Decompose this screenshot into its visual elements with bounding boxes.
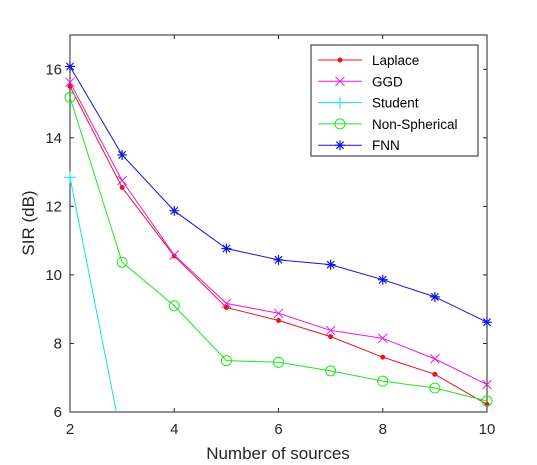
legend: Laplace GGD Student Non-Spherical FNN <box>311 45 478 156</box>
legend-label: Student <box>372 96 419 111</box>
data-point <box>224 305 228 309</box>
y-tick-label: 16 <box>45 61 62 78</box>
x-tick-label: 6 <box>274 421 282 438</box>
legend-label: Non-Spherical <box>372 117 458 132</box>
legend-marker <box>338 58 342 62</box>
x-tick-label: 10 <box>479 421 496 438</box>
legend-label: FNN <box>372 138 400 153</box>
data-point <box>378 275 388 285</box>
data-point <box>430 292 440 302</box>
data-point <box>482 317 492 327</box>
y-axis-label: SIR (dB) <box>19 190 38 255</box>
data-point <box>433 372 437 376</box>
data-point <box>274 255 284 265</box>
y-tick-label: 8 <box>54 335 62 352</box>
y-tick-label: 6 <box>54 404 62 421</box>
data-point <box>120 186 124 190</box>
data-point <box>169 206 179 216</box>
x-tick-label: 8 <box>379 421 387 438</box>
y-tick-label: 14 <box>45 130 62 147</box>
data-point <box>381 355 385 359</box>
y-tick-label: 10 <box>45 267 62 284</box>
legend-label: GGD <box>372 74 403 89</box>
data-point <box>329 335 333 339</box>
legend-label: Laplace <box>372 53 419 68</box>
data-point <box>326 260 336 270</box>
data-point <box>277 318 281 322</box>
x-axis-label: Number of sources <box>206 444 350 463</box>
data-point <box>117 150 127 160</box>
x-tick-label: 4 <box>170 421 178 438</box>
x-tick-label: 2 <box>66 421 74 438</box>
legend-marker <box>335 140 345 150</box>
data-point <box>221 244 231 254</box>
data-point <box>65 62 75 72</box>
y-tick-label: 12 <box>45 198 62 215</box>
